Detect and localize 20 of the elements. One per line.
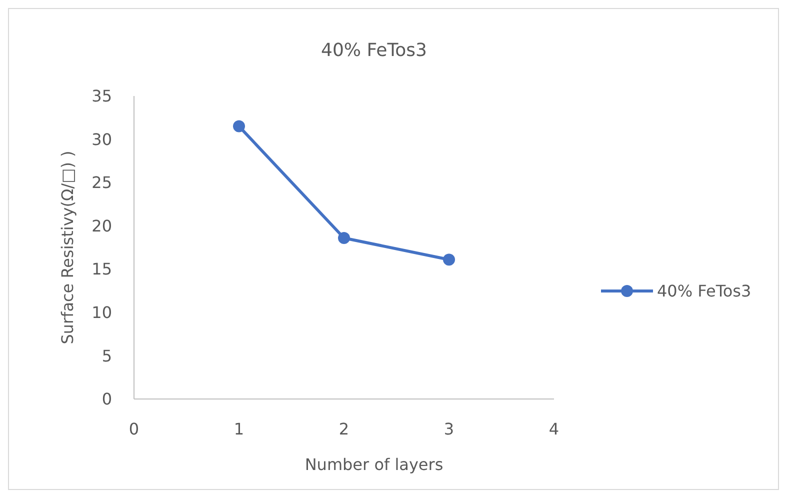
y-tick-label: 20 xyxy=(92,216,112,236)
y-tick-label: 10 xyxy=(92,303,112,322)
legend-label: 40% FeTos3 xyxy=(657,282,752,301)
point xyxy=(338,232,350,244)
y-tick-label: 30 xyxy=(92,130,112,149)
y-tick-label: 25 xyxy=(92,173,112,192)
chart-title: 40% FeTos3 xyxy=(321,40,427,61)
x-tick-label: 3 xyxy=(444,420,454,439)
y-axis-title: Surface Resistivy(Ω/□) ) xyxy=(58,150,77,344)
x-tick-label: 4 xyxy=(548,420,560,439)
x-tick-label: 0 xyxy=(128,420,140,439)
point xyxy=(443,254,455,266)
y-tick-label: 15 xyxy=(92,260,112,279)
point xyxy=(233,120,245,132)
y-tick-label: 35 xyxy=(92,86,112,106)
y-tick-label: 5 xyxy=(102,346,112,366)
x-axis-title: Number of layers xyxy=(304,455,444,474)
x-tick-label: 1 xyxy=(234,420,244,439)
y-tick-label: 0 xyxy=(102,390,112,409)
x-tick-label: 2 xyxy=(338,420,350,439)
